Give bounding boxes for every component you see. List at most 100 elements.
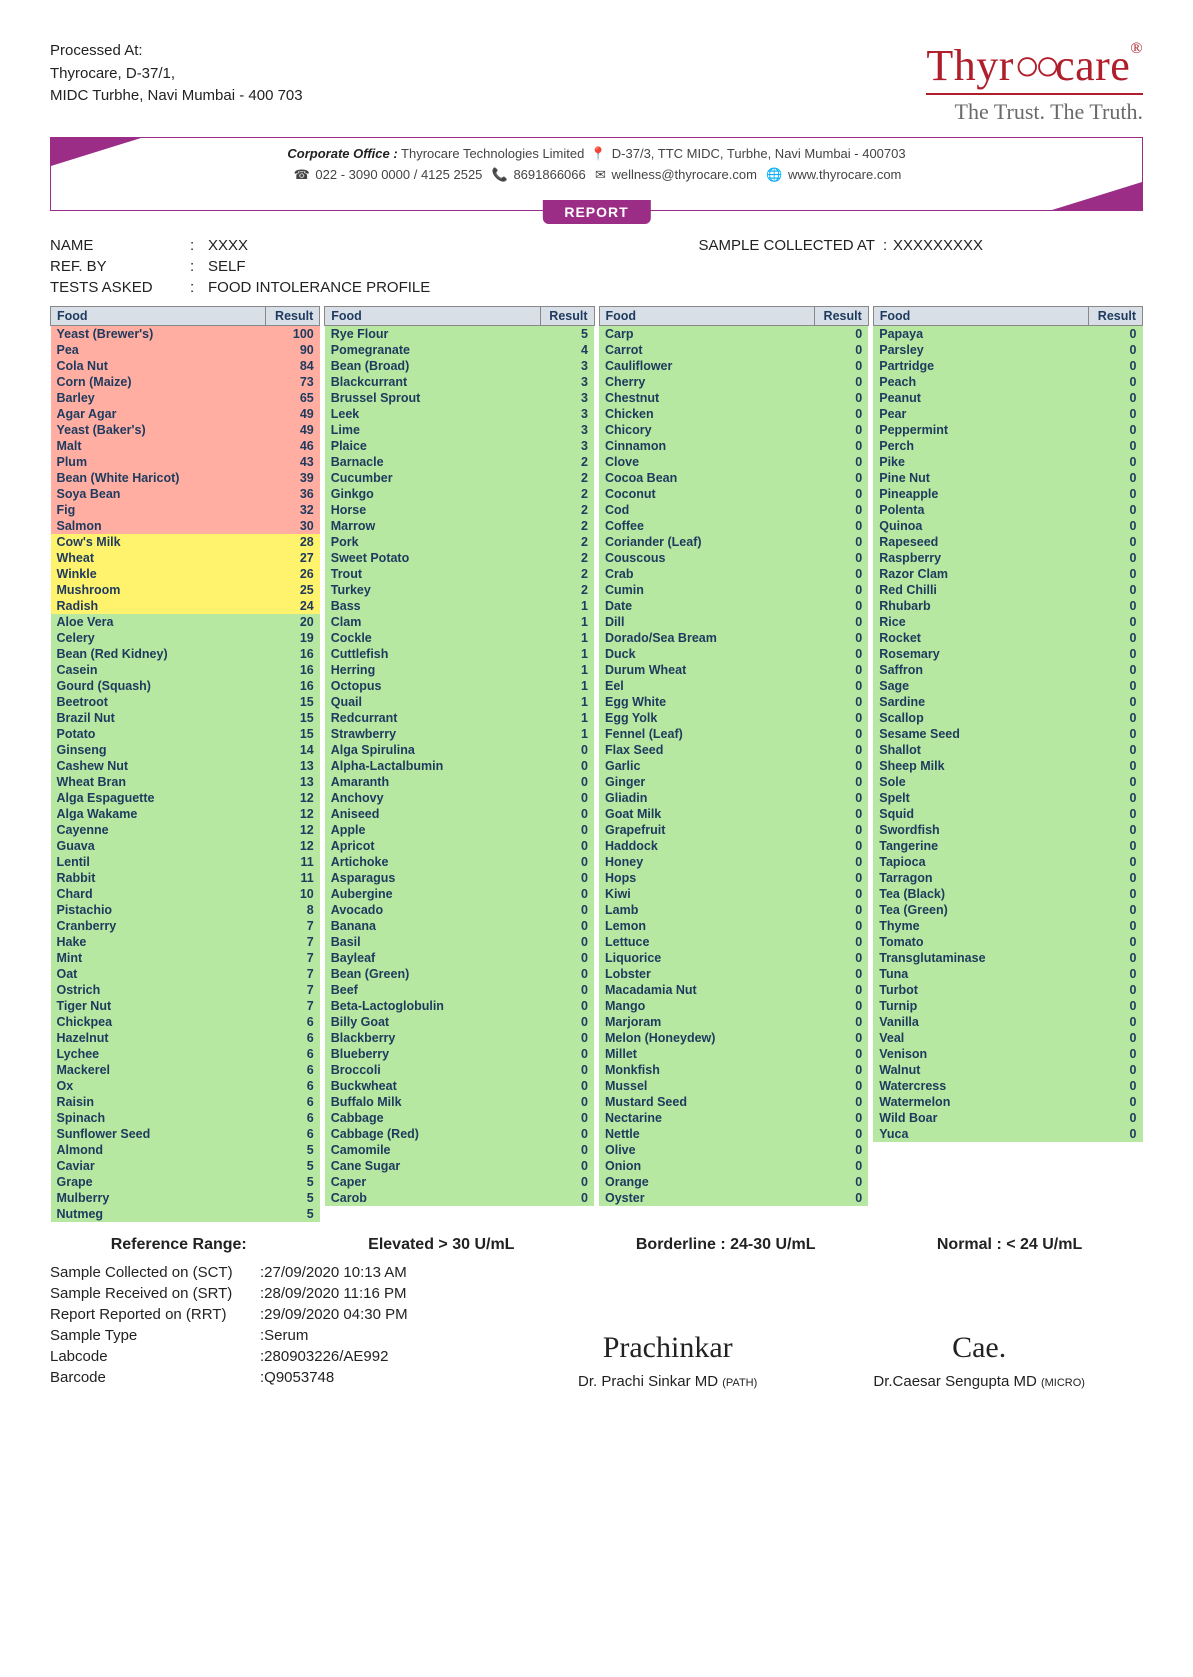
result-cell: 0 [814, 502, 868, 518]
food-cell: Caper [325, 1174, 540, 1190]
result-cell: 0 [540, 934, 594, 950]
result-cell: 1 [540, 630, 594, 646]
table-row: Veal0 [873, 1030, 1142, 1046]
table-row: Octopus1 [325, 678, 594, 694]
food-cell: Coriander (Leaf) [599, 534, 814, 550]
result-cell: 43 [266, 454, 320, 470]
table-row: Pomegranate4 [325, 342, 594, 358]
food-cell: Tuna [873, 966, 1088, 982]
food-cell: Turnip [873, 998, 1088, 1014]
table-row: Pistachio8 [51, 902, 320, 918]
table-row: Hake7 [51, 934, 320, 950]
food-cell: Orange [599, 1174, 814, 1190]
result-cell: 0 [540, 902, 594, 918]
table-row: Red Chilli0 [873, 582, 1142, 598]
food-cell: Marrow [325, 518, 540, 534]
table-row: Thyme0 [873, 918, 1142, 934]
result-cell: 2 [540, 518, 594, 534]
food-cell: Ginseng [51, 742, 266, 758]
table-row: Tangerine0 [873, 838, 1142, 854]
food-cell: Turbot [873, 982, 1088, 998]
result-cell: 0 [814, 742, 868, 758]
food-cell: Bayleaf [325, 950, 540, 966]
food-cell: Gourd (Squash) [51, 678, 266, 694]
table-row: Razor Clam0 [873, 566, 1142, 582]
table-row: Vanilla0 [873, 1014, 1142, 1030]
result-cell: 0 [1089, 470, 1143, 486]
food-cell: Cane Sugar [325, 1158, 540, 1174]
food-cell: Hazelnut [51, 1030, 266, 1046]
result-cell: 2 [540, 486, 594, 502]
sample-value: XXXXXXXXX [893, 237, 983, 254]
table-row: Aniseed0 [325, 806, 594, 822]
result-cell: 0 [814, 1062, 868, 1078]
food-cell: Onion [599, 1158, 814, 1174]
result-cell: 6 [266, 1094, 320, 1110]
result-cell: 0 [540, 774, 594, 790]
food-cell: Basil [325, 934, 540, 950]
table-row: Beetroot15 [51, 694, 320, 710]
result-cell: 7 [266, 950, 320, 966]
table-row: Tarragon0 [873, 870, 1142, 886]
table-row: Carrot0 [599, 342, 868, 358]
footer-meta: Sample Collected on (SCT): 27/09/2020 10… [50, 1264, 1143, 1390]
food-cell: Raspberry [873, 550, 1088, 566]
food-cell: Potato [51, 726, 266, 742]
result-cell: 6 [266, 1030, 320, 1046]
table-row: Nettle0 [599, 1126, 868, 1142]
food-cell: Squid [873, 806, 1088, 822]
table-row: Soya Bean36 [51, 486, 320, 502]
food-cell: Fig [51, 502, 266, 518]
result-cell: 0 [814, 982, 868, 998]
result-cell: 27 [266, 550, 320, 566]
food-cell: Mango [599, 998, 814, 1014]
result-cell: 16 [266, 646, 320, 662]
brand-tagline: The Trust. The Truth. [926, 93, 1143, 125]
result-cell: 0 [540, 1062, 594, 1078]
food-cell: Avocado [325, 902, 540, 918]
type-label: Sample Type [50, 1327, 260, 1344]
table-row: Strawberry1 [325, 726, 594, 742]
table-row: Lobster0 [599, 966, 868, 982]
table-row: Pear0 [873, 406, 1142, 422]
food-cell: Coffee [599, 518, 814, 534]
food-cell: Egg White [599, 694, 814, 710]
food-cell: Blackberry [325, 1030, 540, 1046]
result-cell: 0 [814, 1094, 868, 1110]
signature-1: Prachinkar Dr. Prachi Sinkar MD (PATH) [578, 1331, 757, 1390]
result-cell: 0 [814, 1142, 868, 1158]
table-row: Turkey2 [325, 582, 594, 598]
food-cell: Plaice [325, 438, 540, 454]
result-cell: 12 [266, 790, 320, 806]
result-cell: 3 [540, 358, 594, 374]
table-row: Ox6 [51, 1078, 320, 1094]
food-cell: Egg Yolk [599, 710, 814, 726]
table-row: Chicken0 [599, 406, 868, 422]
result-cell: 0 [540, 1046, 594, 1062]
table-row: Cocoa Bean0 [599, 470, 868, 486]
food-cell: Corn (Maize) [51, 374, 266, 390]
result-cell: 0 [540, 1126, 594, 1142]
food-cell: Cauliflower [599, 358, 814, 374]
result-cell: 1 [540, 678, 594, 694]
table-row: Liquorice0 [599, 950, 868, 966]
food-cell: Redcurrant [325, 710, 540, 726]
result-cell: 0 [814, 870, 868, 886]
result-cell: 0 [814, 614, 868, 630]
table-row: Turbot0 [873, 982, 1142, 998]
table-row: Lemon0 [599, 918, 868, 934]
table-row: Olive0 [599, 1142, 868, 1158]
result-cell: 0 [814, 918, 868, 934]
result-cell: 0 [1089, 902, 1143, 918]
table-row: Gourd (Squash)16 [51, 678, 320, 694]
result-cell: 0 [814, 438, 868, 454]
barcode-value: Q9053748 [264, 1369, 334, 1386]
result-cell: 3 [540, 438, 594, 454]
food-cell: Eel [599, 678, 814, 694]
th-result: Result [814, 306, 868, 325]
refby-label: REF. BY [50, 258, 190, 275]
table-row: Coffee0 [599, 518, 868, 534]
result-cell: 0 [540, 742, 594, 758]
result-cell: 0 [540, 1030, 594, 1046]
food-cell: Cocoa Bean [599, 470, 814, 486]
